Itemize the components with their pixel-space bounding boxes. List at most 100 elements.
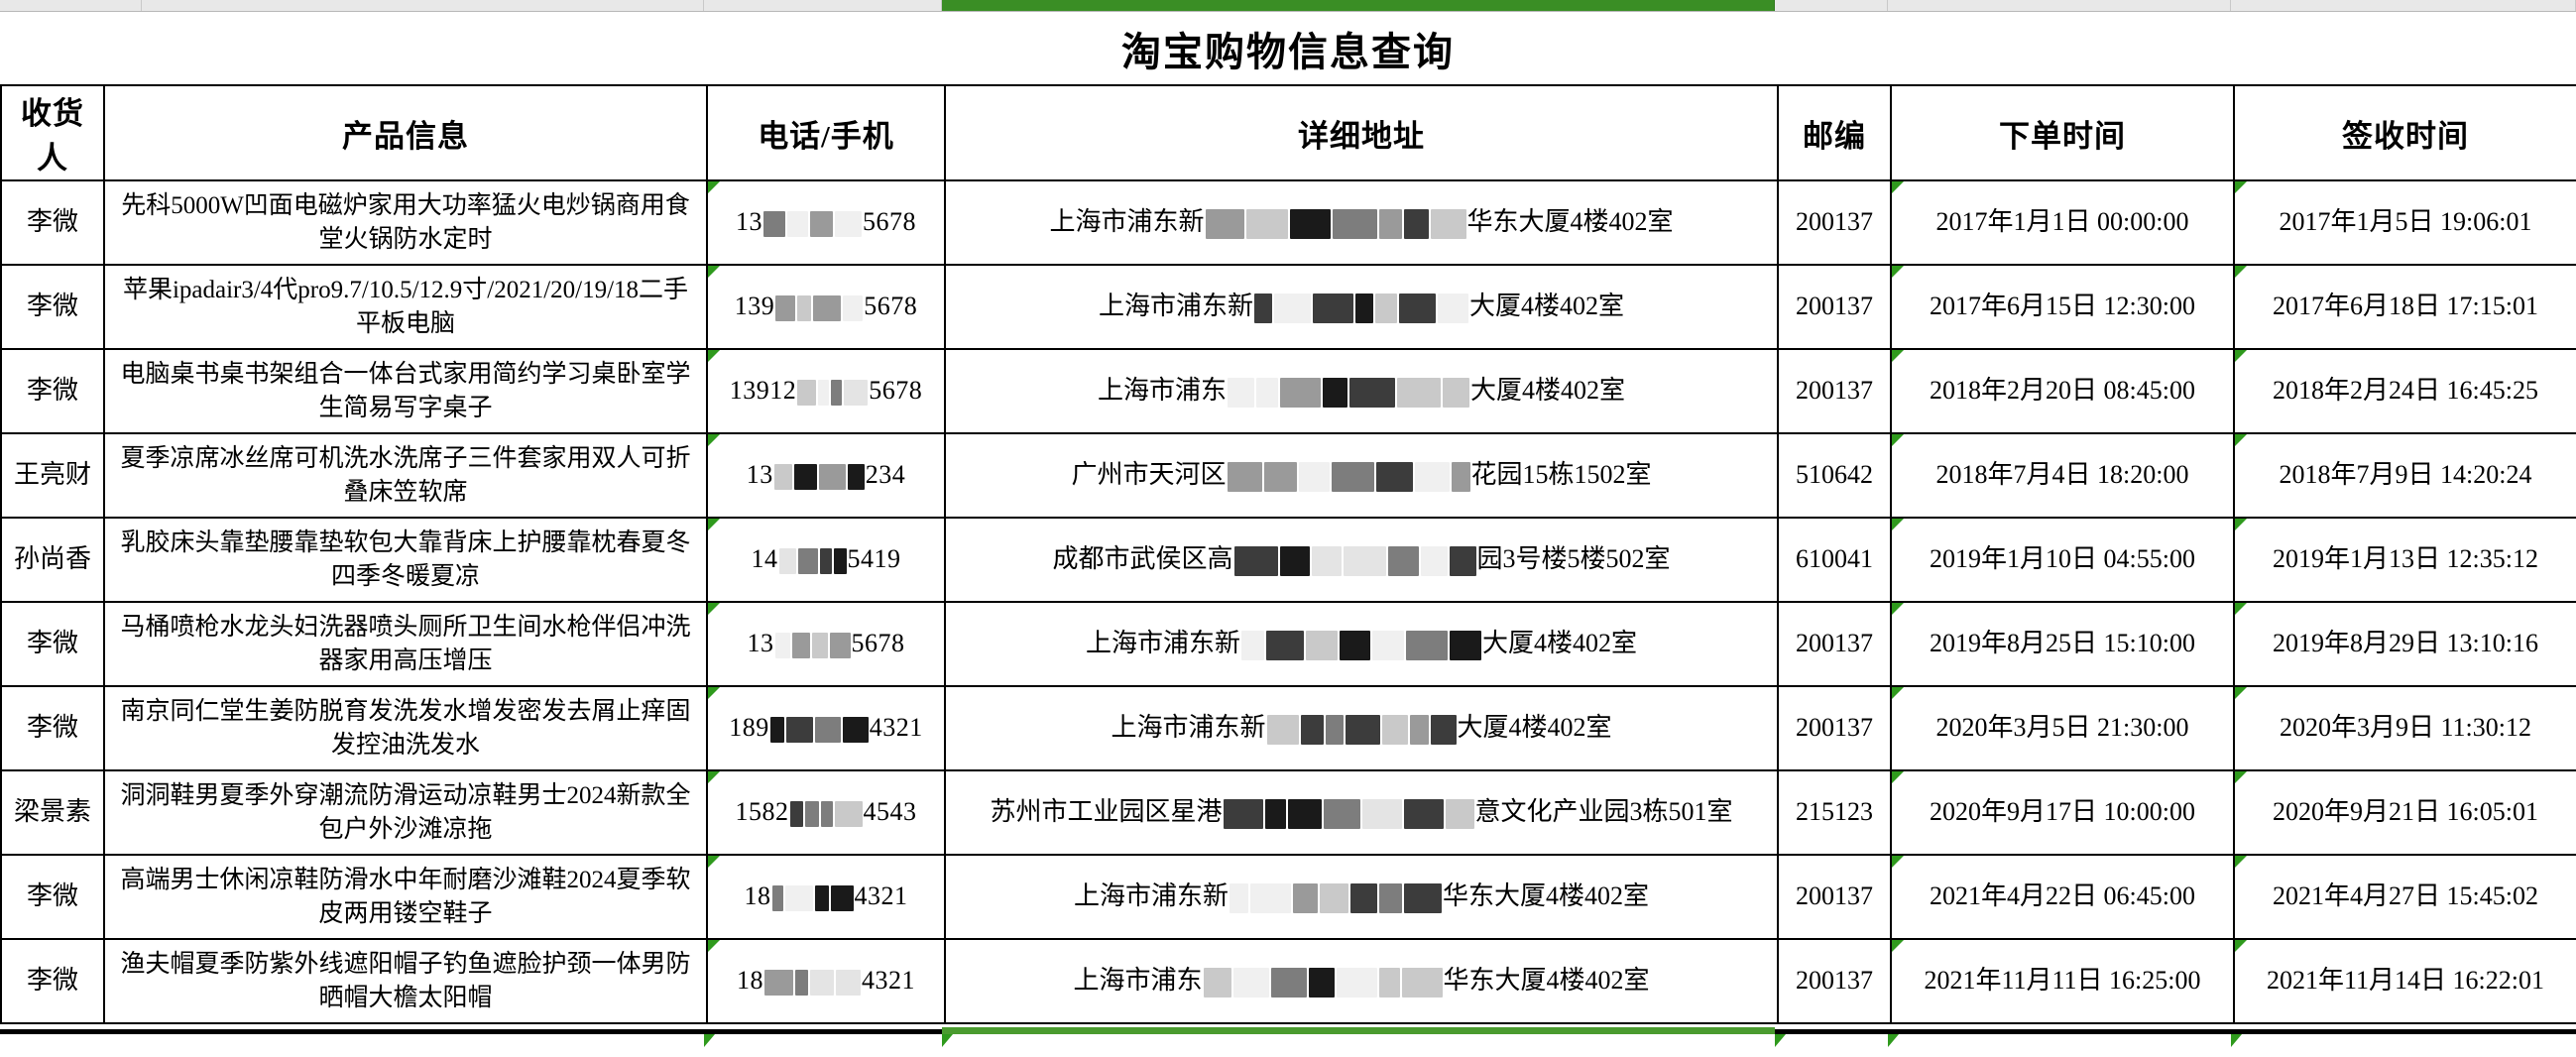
cell-product[interactable]: 乳胶床头靠垫腰靠垫软包大靠背床上护腰靠枕春夏冬四季冬暖夏凉 <box>103 517 708 603</box>
cell-product[interactable]: 马桶喷枪水龙头妇洗器喷头厕所卫生间水枪伴侣冲洗器家用高压增压 <box>103 601 708 687</box>
cell-recipient[interactable]: 李微 <box>0 854 105 940</box>
cell-product[interactable]: 电脑桌书桌书架组合一体台式家用简约学习桌卧室学生简易写字桌子 <box>103 348 708 434</box>
cell-product[interactable]: 苹果ipadair3/4代pro9.7/10.5/12.9寸/2021/20/1… <box>103 264 708 350</box>
column-header-address[interactable]: 详细地址 <box>944 84 1779 181</box>
column-strip-col-a[interactable] <box>0 0 142 11</box>
cell-receive-time[interactable]: 2017年6月18日 17:15:01 <box>2233 264 2576 350</box>
cell-order-time[interactable]: 2017年6月15日 12:30:00 <box>1890 264 2235 350</box>
column-strip-col-b[interactable] <box>142 0 704 11</box>
cell-address[interactable]: 上海市浦东新 大厦4楼402室 <box>944 264 1779 350</box>
cell-receive-time[interactable]: 2019年8月29日 13:10:16 <box>2233 601 2576 687</box>
cell-recipient[interactable]: 李微 <box>0 348 105 434</box>
cell-zipcode[interactable]: 200137 <box>1777 348 1892 434</box>
cell-order-time[interactable]: 2021年4月22日 06:45:00 <box>1890 854 2235 940</box>
cell-order-time[interactable]: 2020年3月5日 21:30:00 <box>1890 685 2235 771</box>
column-header-phone[interactable]: 电话/手机 <box>706 84 946 181</box>
cell-phone[interactable]: 13 234 <box>706 432 946 519</box>
cell-phone[interactable]: 14 5419 <box>706 517 946 603</box>
cell-receive-time[interactable]: 2017年1月5日 19:06:01 <box>2233 179 2576 266</box>
column-header-order-time[interactable]: 下单时间 <box>1890 84 2235 181</box>
cell-phone[interactable]: 139 5678 <box>706 264 946 350</box>
cell-order-time[interactable]: 2017年1月1日 00:00:00 <box>1890 179 2235 266</box>
table-row[interactable]: 李微 南京同仁堂生姜防脱育发洗发水增发密发去屑止痒固发控油洗发水 189 4321 上海… <box>0 685 2576 771</box>
cell-product[interactable]: 高端男士休闲凉鞋防滑水中年耐磨沙滩鞋2024夏季软皮两用镂空鞋子 <box>103 854 708 940</box>
cell-order-time[interactable]: 2019年1月10日 04:55:00 <box>1890 517 2235 603</box>
cell-order-time[interactable]: 2019年8月25日 15:10:00 <box>1890 601 2235 687</box>
table-row[interactable]: 孙尚香 乳胶床头靠垫腰靠垫软包大靠背床上护腰靠枕春夏冬四季冬暖夏凉 14 5419 成都… <box>0 517 2576 603</box>
cell-receive-time[interactable]: 2021年4月27日 15:45:02 <box>2233 854 2576 940</box>
cell-zipcode[interactable]: 215123 <box>1777 769 1892 856</box>
cell-receive-time[interactable]: 2020年9月21日 16:05:01 <box>2233 769 2576 856</box>
column-header-product[interactable]: 产品信息 <box>103 84 708 181</box>
redaction-block <box>1263 462 1297 493</box>
cell-phone[interactable]: 13912 5678 <box>706 348 946 434</box>
table-row[interactable]: 李微 高端男士休闲凉鞋防滑水中年耐磨沙滩鞋2024夏季软皮两用镂空鞋子 18 4321… <box>0 854 2576 940</box>
table-row[interactable]: 李微 马桶喷枪水龙头妇洗器喷头厕所卫生间水枪伴侣冲洗器家用高压增压 13 5678 上海… <box>0 601 2576 687</box>
cell-product[interactable]: 先科5000W凹面电磁炉家用大功率猛火电炒锅商用食堂火锅防水定时 <box>103 179 708 266</box>
cell-product[interactable]: 洞洞鞋男夏季外穿潮流防滑运动凉鞋男士2024新款全包户外沙滩凉拖 <box>103 769 708 856</box>
cell-recipient[interactable]: 李微 <box>0 685 105 771</box>
cell-recipient[interactable]: 孙尚香 <box>0 517 105 603</box>
cell-recipient[interactable]: 梁景素 <box>0 769 105 856</box>
cell-address[interactable]: 成都市武侯区高 园3号楼5楼502室 <box>944 517 1779 603</box>
table-row[interactable]: 李微 电脑桌书桌书架组合一体台式家用简约学习桌卧室学生简易写字桌子 13912 567… <box>0 348 2576 434</box>
cell-phone[interactable]: 13 5678 <box>706 601 946 687</box>
cell-zipcode[interactable]: 200137 <box>1777 854 1892 940</box>
cell-phone[interactable]: 1582 4543 <box>706 769 946 856</box>
column-header-strip[interactable] <box>0 0 2576 12</box>
cell-receive-time[interactable]: 2018年2月24日 16:45:25 <box>2233 348 2576 434</box>
cell-order-time[interactable]: 2018年2月20日 08:45:00 <box>1890 348 2235 434</box>
cell-recipient[interactable]: 李微 <box>0 264 105 350</box>
cell-product[interactable]: 夏季凉席冰丝席可机洗水洗席子三件套家用双人可折叠床笠软席 <box>103 432 708 519</box>
cell-recipient[interactable]: 李微 <box>0 938 105 1024</box>
cell-zipcode[interactable]: 200137 <box>1777 264 1892 350</box>
cell-zipcode[interactable]: 200137 <box>1777 179 1892 266</box>
table-row[interactable]: 王亮财 夏季凉席冰丝席可机洗水洗席子三件套家用双人可折叠床笠软席 13 234 广州市天… <box>0 432 2576 519</box>
column-strip-col-c[interactable] <box>704 0 942 11</box>
cell-order-time[interactable]: 2021年11月11日 16:25:00 <box>1890 938 2235 1024</box>
cell-phone[interactable]: 18 4321 <box>706 938 946 1024</box>
address-prefix: 上海市浦东新 <box>1111 713 1266 743</box>
table-row[interactable]: 梁景素 洞洞鞋男夏季外穿潮流防滑运动凉鞋男士2024新款全包户外沙滩凉拖 1582 4… <box>0 769 2576 856</box>
cell-address[interactable]: 苏州市工业园区星港 意文化产业园3栋501室 <box>944 769 1779 856</box>
column-strip-col-f[interactable] <box>1888 0 2231 11</box>
column-header-receive-time[interactable]: 签收时间 <box>2233 84 2576 181</box>
table-row[interactable]: 李微 先科5000W凹面电磁炉家用大功率猛火电炒锅商用食堂火锅防水定时 13 5678… <box>0 179 2576 266</box>
cell-zipcode[interactable]: 200137 <box>1777 938 1892 1024</box>
redaction-block <box>1331 462 1374 493</box>
cell-recipient[interactable]: 王亮财 <box>0 432 105 519</box>
cell-zipcode[interactable]: 610041 <box>1777 517 1892 603</box>
cell-product[interactable]: 南京同仁堂生姜防脱育发洗发水增发密发去屑止痒固发控油洗发水 <box>103 685 708 771</box>
table-row[interactable]: 李微 渔夫帽夏季防紫外线遮阳帽子钓鱼遮脸护颈一体男防晒帽大檐太阳帽 18 4321 上海… <box>0 938 2576 1024</box>
cell-order-time[interactable]: 2018年7月4日 18:20:00 <box>1890 432 2235 519</box>
column-strip-col-d[interactable] <box>942 0 1775 11</box>
cell-phone[interactable]: 18 4321 <box>706 854 946 940</box>
cell-address[interactable]: 上海市浦东新 华东大厦4楼402室 <box>944 179 1779 266</box>
cell-recipient[interactable]: 李微 <box>0 601 105 687</box>
cell-address[interactable]: 上海市浦东新 华东大厦4楼402室 <box>944 854 1779 940</box>
cell-address[interactable]: 广州市天河区 花园15栋1502室 <box>944 432 1779 519</box>
cell-order-time[interactable]: 2020年9月17日 10:00:00 <box>1890 769 2235 856</box>
cell-receive-time[interactable]: 2018年7月9日 14:20:24 <box>2233 432 2576 519</box>
cell-zipcode[interactable]: 510642 <box>1777 432 1892 519</box>
column-header-recipient[interactable]: 收货人 <box>0 84 105 181</box>
table-row[interactable]: 李微 苹果ipadair3/4代pro9.7/10.5/12.9寸/2021/20… <box>0 264 2576 350</box>
cell-phone[interactable]: 189 4321 <box>706 685 946 771</box>
column-strip-col-g[interactable] <box>2231 0 2576 11</box>
cell-product[interactable]: 渔夫帽夏季防紫外线遮阳帽子钓鱼遮脸护颈一体男防晒帽大檐太阳帽 <box>103 938 708 1024</box>
cell-receive-time[interactable]: 2019年1月13日 12:35:12 <box>2233 517 2576 603</box>
cell-zipcode[interactable]: 200137 <box>1777 601 1892 687</box>
column-header-zipcode[interactable]: 邮编 <box>1777 84 1892 181</box>
phone-prefix: 13 <box>746 460 773 490</box>
cell-address[interactable]: 上海市浦东新 大厦4楼402室 <box>944 685 1779 771</box>
cell-receive-time[interactable]: 2020年3月9日 11:30:12 <box>2233 685 2576 771</box>
cell-recipient-text: 孙尚香 <box>13 544 91 574</box>
cell-address[interactable]: 上海市浦东 华东大厦4楼402室 <box>944 938 1779 1024</box>
cell-phone[interactable]: 13 5678 <box>706 179 946 266</box>
cell-address[interactable]: 上海市浦东新 大厦4楼402室 <box>944 601 1779 687</box>
cell-recipient[interactable]: 李微 <box>0 179 105 266</box>
cell-address[interactable]: 上海市浦东 大厦4楼402室 <box>944 348 1779 434</box>
column-strip-col-e[interactable] <box>1775 0 1888 11</box>
cell-zipcode[interactable]: 200137 <box>1777 685 1892 771</box>
cell-receive-time[interactable]: 2021年11月14日 16:22:01 <box>2233 938 2576 1024</box>
